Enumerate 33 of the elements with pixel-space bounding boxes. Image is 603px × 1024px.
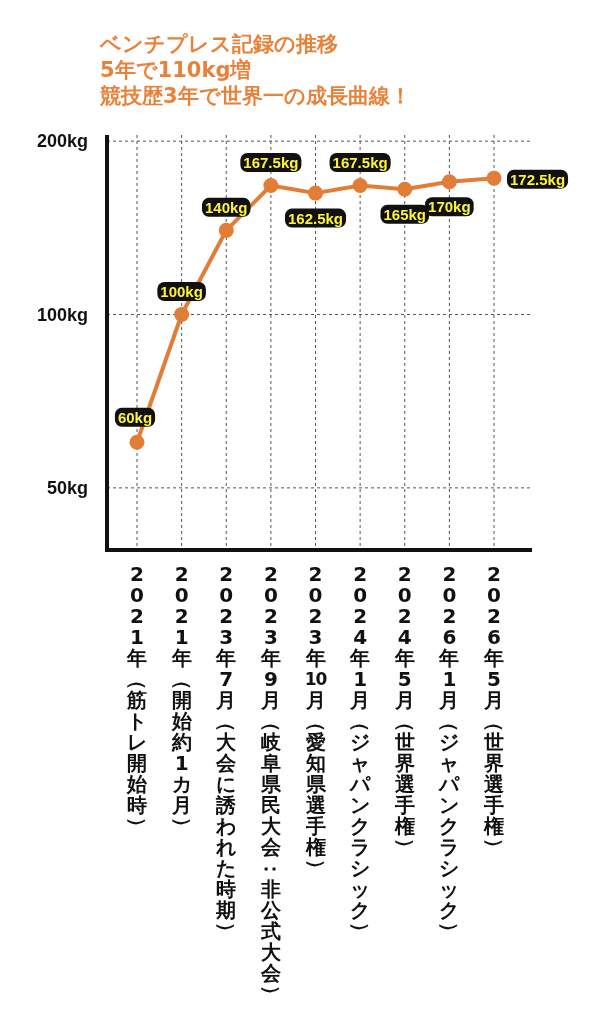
y-tick-label: 200kg <box>36 131 88 152</box>
point <box>218 222 234 238</box>
data-label: 170kg <box>428 198 471 216</box>
data-label: 167.5kg <box>243 154 299 172</box>
point <box>486 170 502 186</box>
data-label: 100kg <box>160 283 203 301</box>
category-label: 2026年5月（世界選手権） <box>482 562 507 858</box>
point <box>441 174 457 190</box>
point <box>174 307 190 323</box>
chart-subtitle: 5年で110kg増 <box>100 58 252 82</box>
chart-title: ベンチプレス記録の推移 <box>99 32 338 56</box>
point <box>397 181 413 197</box>
category-label: 2024年5月（世界選手権） <box>393 562 418 858</box>
data-label: 172.5kg <box>510 170 566 188</box>
data-label: 140kg <box>204 198 248 216</box>
data-label: 165kg <box>383 205 427 223</box>
category-label: 2021年（筋トレ開始時） <box>125 562 150 837</box>
data-label: 162.5kg <box>287 209 344 227</box>
category-label: 2021年（開始約1カ月） <box>170 562 195 837</box>
point <box>352 178 368 194</box>
category-label: 2023年9月（岐阜県民大会：非公式大会） <box>259 562 284 1005</box>
y-tick-label: 50kg <box>46 477 88 498</box>
category-label: 2023年7月（大会に誘われた時期） <box>214 562 239 942</box>
text: 競技歴3年で世界一の成長曲線！ <box>99 84 411 108</box>
data-label: 167.5kg <box>332 154 388 172</box>
category-label: 2026年1月（ジャパンクラシック） <box>437 562 462 942</box>
point <box>308 185 323 201</box>
y-tick-label: 100kg <box>36 304 88 325</box>
data-label: 60kg <box>117 408 153 426</box>
point <box>263 178 279 194</box>
category-label: 2024年1月（ジャパンクラシック） <box>348 562 373 942</box>
point <box>129 434 145 450</box>
category-label: 2023年10月（愛知県選手権） <box>304 562 328 879</box>
